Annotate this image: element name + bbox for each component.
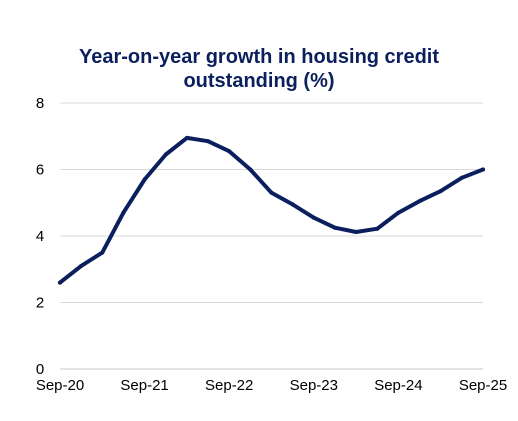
data-point — [311, 215, 316, 220]
x-tick-label: Sep-25 — [459, 377, 507, 394]
series-group — [58, 135, 485, 285]
data-point — [332, 225, 337, 230]
data-point — [248, 167, 253, 172]
x-tick-label: Sep-23 — [290, 377, 338, 394]
data-point — [481, 167, 485, 172]
x-tick-label: Sep-20 — [36, 377, 84, 394]
x-tick-label: Sep-21 — [120, 377, 168, 394]
y-tick-label: 2 — [36, 295, 44, 312]
data-point — [79, 263, 84, 268]
y-tick-label: 8 — [36, 95, 44, 112]
y-tick-label: 6 — [36, 162, 44, 179]
x-tick-label: Sep-22 — [205, 377, 253, 394]
data-point — [163, 152, 168, 157]
data-point — [121, 210, 126, 215]
x-tick-label: Sep-24 — [374, 377, 422, 394]
chart-title: Year-on-year growth in housing credit ou… — [0, 45, 518, 93]
y-tick-label: 0 — [36, 361, 44, 378]
x-axis-ticks: Sep-20 Sep-21 Sep-22 Sep-23 Sep-24 Sep-25 — [36, 377, 507, 394]
series-line — [58, 135, 485, 285]
data-point — [290, 202, 295, 207]
grid-lines — [60, 102, 483, 370]
data-point — [206, 139, 210, 144]
data-point — [227, 149, 232, 154]
data-point — [375, 226, 380, 231]
data-point — [417, 199, 422, 204]
data-point — [438, 189, 443, 194]
y-tick-label: 4 — [36, 228, 44, 245]
y-axis-ticks: 0 2 4 6 8 — [36, 95, 44, 378]
data-point — [58, 280, 62, 285]
data-point — [354, 230, 359, 234]
data-point — [269, 190, 274, 195]
data-point — [459, 175, 464, 180]
data-point — [396, 210, 401, 215]
chart-title-line-2: outstanding (%) — [183, 70, 335, 92]
data-point — [142, 177, 147, 182]
data-point — [184, 135, 189, 140]
data-point — [100, 250, 105, 255]
chart-title-line-1: Year-on-year growth in housing credit — [78, 46, 440, 68]
